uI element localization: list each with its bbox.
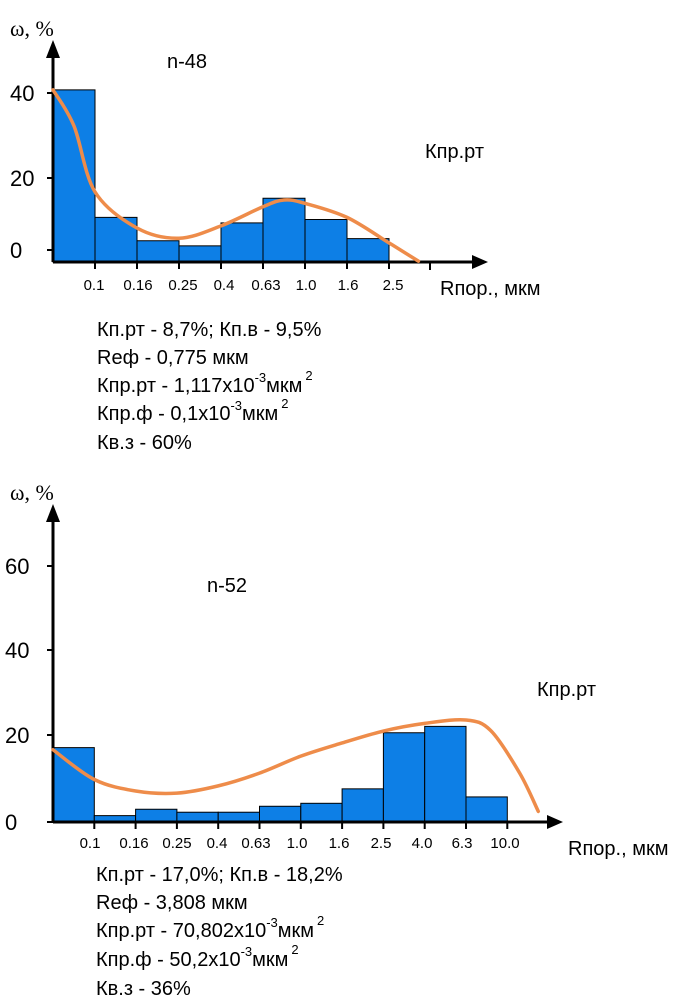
info-text: Rеф - 3,808 мкм: [96, 892, 248, 914]
y-tick-label: 40: [10, 81, 34, 106]
chart-title: n-52: [207, 575, 247, 597]
info-line: Кпр.ф - 50,2х10-3мкм 2: [96, 942, 299, 971]
info-text: Кпр.ф - 0,1х10: [97, 403, 230, 425]
x-tick-label: 0.4: [207, 835, 228, 852]
x-tick-label: 0.25: [162, 835, 191, 852]
curve-annotation: Кпр.рт: [425, 141, 484, 163]
bar: [262, 197, 306, 263]
x-tick-label: 0.16: [123, 277, 152, 294]
fit-curve: [51, 717, 541, 814]
info-text: Кпр.рт - 1,117х10: [97, 375, 255, 397]
x-tick-label: 4.0: [412, 835, 433, 852]
info-text: Кп.рт - 8,7%; Кп.в - 9,5%: [97, 319, 322, 341]
x-axis-arrow: [547, 815, 563, 829]
y-tick-label: 60: [5, 554, 29, 579]
x-tick-label: 0.1: [80, 835, 101, 852]
x-tick-label: 0.63: [251, 277, 280, 294]
x-axis-arrow: [472, 255, 488, 269]
x-tick-label: 2.5: [383, 277, 404, 294]
info-line: Кп.рт - 8,7%; Кп.в - 9,5%: [97, 319, 322, 341]
info-line: Кв.з - 60%: [97, 432, 192, 454]
info-superscript: 2: [281, 396, 288, 411]
bar: [135, 808, 178, 823]
y-tick-label: 0: [10, 238, 22, 263]
y-tick-label: 20: [10, 166, 34, 191]
info-text: Кп.рт - 17,0%; Кп.в - 18,2%: [96, 864, 343, 886]
fit-curve: [51, 88, 421, 263]
bar: [341, 788, 384, 823]
info-unit: мкм: [242, 403, 278, 425]
chart-title: n-48: [167, 51, 207, 73]
info-line: Кпр.рт - 70,802х10-3мкм 2: [96, 913, 324, 942]
x-tick-label: 6.3: [452, 835, 473, 852]
info-text: Rеф - 0,775 мкм: [97, 347, 249, 369]
info-superscript: 2: [291, 942, 298, 957]
bar: [382, 732, 426, 823]
x-tick-label: 10.0: [490, 835, 519, 852]
info-superscript: -3: [241, 944, 253, 959]
bar: [136, 240, 180, 263]
bar: [465, 796, 508, 823]
x-tick-label: 1.0: [287, 835, 308, 852]
info-text: Кпр.ф - 50,2х10: [96, 949, 241, 971]
info-superscript: -3: [230, 398, 242, 413]
bar: [178, 245, 222, 263]
info-line: Кв.з - 36%: [96, 978, 191, 1000]
info-text: Кпр.рт - 70,802х10: [96, 920, 266, 942]
x-tick-label: 1.6: [329, 835, 350, 852]
info-superscript: -3: [266, 915, 278, 930]
x-tick-label: 0.25: [168, 277, 197, 294]
x-tick-label: 2.5: [371, 835, 392, 852]
y-axis-arrow: [46, 504, 60, 522]
bar: [424, 725, 467, 823]
info-line: Кп.рт - 17,0%; Кп.в - 18,2%: [96, 864, 343, 886]
info-superscript: 2: [317, 913, 324, 928]
info-superscript: 2: [305, 368, 312, 383]
y-tick-label: 20: [5, 723, 29, 748]
x-tick-label: 0.16: [119, 835, 148, 852]
x-tick-label: 0.4: [214, 277, 235, 294]
x-axis-label: Rпор., мкм: [568, 838, 668, 860]
bar: [220, 222, 264, 263]
y-axis-label: ω, %: [10, 16, 54, 41]
curve-annotation: Кпр.рт: [537, 679, 596, 701]
y-axis-arrow: [46, 40, 60, 58]
bar: [346, 238, 390, 263]
info-superscript: -3: [255, 370, 267, 385]
info-unit: мкм: [252, 949, 288, 971]
info-line: Кпр.рт - 1,117х10-3мкм 2: [97, 368, 313, 397]
y-tick-label: 40: [5, 638, 29, 663]
x-tick-label: 0.63: [241, 835, 270, 852]
info-line: Кпр.ф - 0,1х10-3мкм 2: [97, 396, 288, 425]
x-tick-label: 1.0: [296, 277, 317, 294]
x-tick-label: 1.6: [338, 277, 359, 294]
info-line: Rеф - 0,775 мкм: [97, 347, 249, 369]
bar: [300, 802, 343, 823]
bar: [259, 805, 302, 823]
y-tick-label: 0: [5, 810, 17, 835]
x-axis-label: Rпор., мкм: [440, 278, 540, 300]
info-text: Кв.з - 60%: [97, 432, 192, 454]
y-axis-label: ω, %: [10, 480, 54, 505]
x-tick-label: 0.1: [84, 277, 105, 294]
bar: [304, 219, 348, 263]
info-unit: мкм: [278, 920, 314, 942]
info-text: Кв.з - 36%: [96, 978, 191, 1000]
info-unit: мкм: [266, 375, 302, 397]
bar: [52, 747, 95, 823]
info-line: Rеф - 3,808 мкм: [96, 892, 248, 914]
